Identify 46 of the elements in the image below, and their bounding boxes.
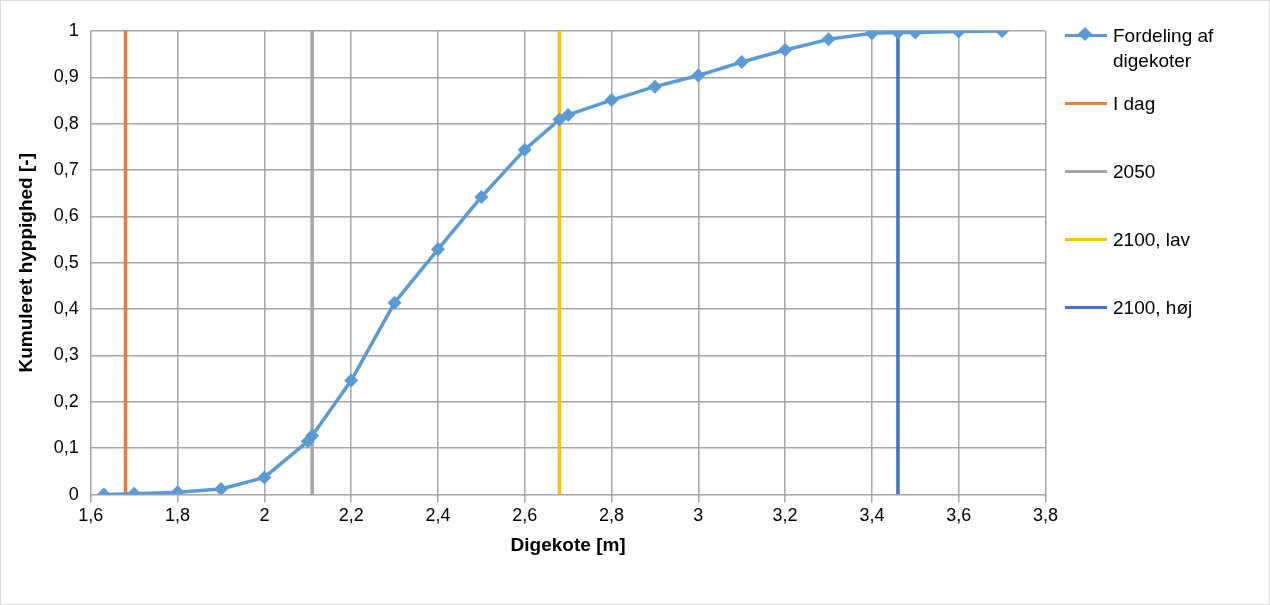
- x-axis-title: Digekote [m]: [510, 533, 626, 555]
- point: [821, 32, 836, 47]
- x-tick-label: 3,8: [1032, 505, 1058, 526]
- y-tick-label: 0,2: [53, 390, 79, 411]
- y-tick-label: 0,9: [53, 66, 79, 87]
- point: [474, 189, 489, 204]
- point: [344, 373, 359, 388]
- y-tick-label: 0,8: [53, 112, 79, 133]
- point: [387, 295, 402, 310]
- point: [647, 79, 662, 94]
- point: [691, 68, 706, 83]
- point: [517, 142, 532, 157]
- x-tick-label: 1,8: [165, 505, 191, 526]
- x-tick-label: 2,4: [425, 505, 451, 526]
- point: [561, 107, 576, 122]
- x-tick-label: 3,2: [772, 505, 798, 526]
- y-tick-label: 0,3: [53, 344, 79, 365]
- y-tick-label: 0,6: [53, 205, 79, 226]
- x-tick-label: 3,6: [946, 505, 972, 526]
- legend-label: 2050: [1113, 160, 1156, 184]
- point: [552, 112, 567, 127]
- y-tick-label: 0,1: [53, 437, 79, 458]
- point: [604, 93, 619, 108]
- legend-label: I dag: [1113, 92, 1156, 116]
- point: [430, 242, 445, 257]
- y-tick-label: 0,5: [53, 251, 79, 272]
- y-tick-label: 0,7: [53, 159, 79, 180]
- point: [257, 470, 272, 485]
- y-axis-title: Kumuleret hyppighed [-]: [14, 153, 36, 373]
- y-tick-label: 1: [68, 19, 79, 40]
- point: [305, 428, 320, 443]
- point: [214, 482, 228, 495]
- x-tick-label: 2,8: [599, 505, 625, 526]
- x-tick-label: 2,6: [512, 505, 538, 526]
- y-tick-label: 0: [68, 483, 79, 504]
- x-tick-label: 3,4: [859, 505, 885, 526]
- x-tick-label: 2: [259, 505, 270, 526]
- legend-label: 2100, høj: [1113, 296, 1193, 320]
- point: [734, 55, 749, 70]
- legend-label: Fordeling af digekoter: [1113, 24, 1215, 73]
- x-tick-label: 3: [693, 505, 704, 526]
- point: [778, 43, 793, 58]
- x-tick-label: 1,6: [78, 505, 104, 526]
- legend-label: 2100, lav: [1113, 228, 1191, 252]
- x-tick-label: 2,2: [338, 505, 364, 526]
- y-tick-label: 0,4: [53, 298, 79, 319]
